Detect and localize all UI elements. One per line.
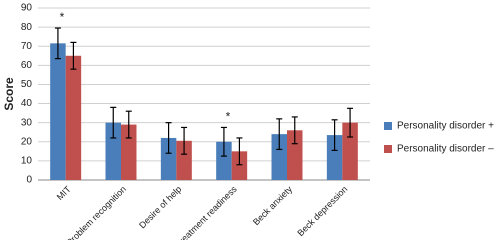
error-bar (276, 118, 283, 151)
x-tick-label: Beck anxiety (251, 184, 295, 228)
error-bar (236, 137, 243, 166)
error-bar (291, 116, 298, 145)
y-tick-label: 70 (21, 41, 33, 52)
bar (50, 43, 66, 180)
y-tick-label: 30 (21, 117, 33, 128)
bar (65, 55, 82, 180)
y-axis-label: Score (2, 77, 16, 111)
bar (216, 141, 232, 180)
bar (160, 137, 177, 180)
error-bar (125, 110, 132, 139)
bar (105, 122, 121, 180)
error-bar (54, 27, 61, 60)
bar (121, 124, 137, 180)
x-tick-label: Desire of help (137, 184, 183, 230)
error-bar (165, 122, 172, 154)
legend-swatch (384, 145, 392, 153)
error-bar (110, 106, 117, 139)
bar (231, 151, 248, 180)
y-tick-label: 60 (21, 60, 33, 71)
error-bar (220, 126, 227, 157)
y-tick-label: 10 (21, 156, 33, 167)
error-bar (70, 41, 77, 70)
legend-label: Personality disorder + (397, 121, 494, 132)
x-tick-label: Problem recognition (64, 184, 128, 240)
y-tick-label: 0 (26, 175, 32, 186)
y-tick-label: 20 (21, 136, 33, 147)
x-tick-label: Beck depression (295, 184, 349, 238)
error-bar (347, 107, 354, 138)
bar (271, 134, 287, 180)
legend-swatch (384, 122, 392, 130)
annotation: * (60, 10, 65, 24)
x-tick-label: Treatment readiness (174, 184, 240, 240)
error-bar (181, 126, 188, 155)
y-tick-label: 40 (21, 98, 33, 109)
bar (326, 135, 343, 180)
y-tick-label: 90 (21, 3, 33, 14)
x-tick-label: MIT (55, 184, 73, 202)
annotation: * (226, 110, 231, 124)
bar (287, 130, 303, 180)
error-bar (331, 119, 338, 151)
y-tick-label: 50 (21, 79, 33, 90)
bar (342, 122, 358, 180)
y-tick-label: 80 (21, 22, 33, 33)
bar (176, 140, 192, 180)
legend-label: Personality disorder – (397, 144, 494, 155)
